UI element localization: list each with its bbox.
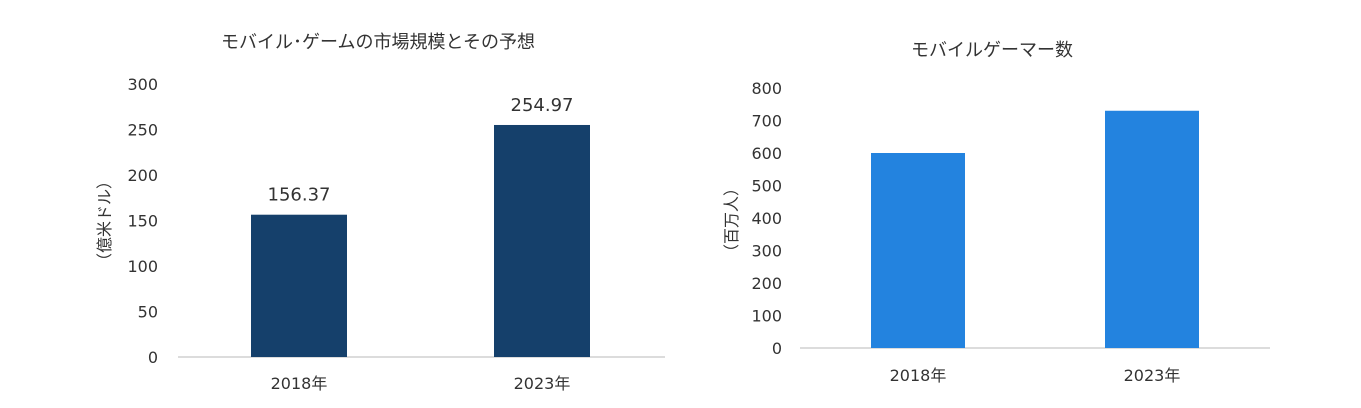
y-tick-label: 200 xyxy=(751,274,782,293)
y-tick-label: 300 xyxy=(751,242,782,261)
y-tick-label: 600 xyxy=(751,144,782,163)
chart-title: モバイルゲーマー数 xyxy=(911,40,1073,61)
category-label: 2023年 xyxy=(514,374,571,393)
y-tick-label: 50 xyxy=(138,303,158,322)
bars xyxy=(871,110,1199,348)
y-tick-label: 150 xyxy=(127,212,158,231)
y-tick-label: 700 xyxy=(751,112,782,131)
category-label: 2023年 xyxy=(1124,366,1181,385)
y-tick-label: 100 xyxy=(751,307,782,326)
y-tick-label: 400 xyxy=(751,209,782,228)
y-tick-label: 300 xyxy=(127,75,158,94)
category-label: 2018年 xyxy=(890,366,947,385)
y-tick-label: 500 xyxy=(751,177,782,196)
category-labels: 2018年 2023年 xyxy=(890,366,1181,385)
y-tick-labels: 0 50 100 150 200 250 300 xyxy=(127,75,158,367)
bar xyxy=(871,153,965,348)
y-tick-label: 0 xyxy=(148,348,158,367)
bar xyxy=(251,214,347,357)
chart-title: モバイル･ゲームの市場規模とその予想 xyxy=(221,32,535,53)
y-axis-label: （百万人） xyxy=(722,180,741,260)
y-tick-label: 100 xyxy=(127,257,158,276)
y-tick-label: 0 xyxy=(772,339,782,358)
y-tick-label: 200 xyxy=(127,166,158,185)
bar xyxy=(1105,110,1199,348)
y-tick-label: 250 xyxy=(127,121,158,140)
data-label: 156.37 xyxy=(268,185,331,206)
chart-market-size: モバイル･ゲームの市場規模とその予想 （億米ドル） 0 50 100 150 200 25… xyxy=(95,32,665,393)
category-label: 2018年 xyxy=(271,374,328,393)
bar xyxy=(494,124,590,358)
bars xyxy=(251,124,590,358)
y-tick-labels: 0 100 200 300 400 500 600 700 800 xyxy=(751,79,782,358)
data-label: 254.97 xyxy=(511,95,574,116)
chart-mobile-gamers: モバイルゲーマー数 （百万人） 0 100 200 300 400 500 600 700 80… xyxy=(722,40,1270,385)
y-tick-label: 800 xyxy=(751,79,782,98)
y-axis-label: （億米ドル） xyxy=(95,173,114,269)
data-labels: 156.37 254.97 xyxy=(268,95,574,206)
category-labels: 2018年 2023年 xyxy=(271,374,571,393)
